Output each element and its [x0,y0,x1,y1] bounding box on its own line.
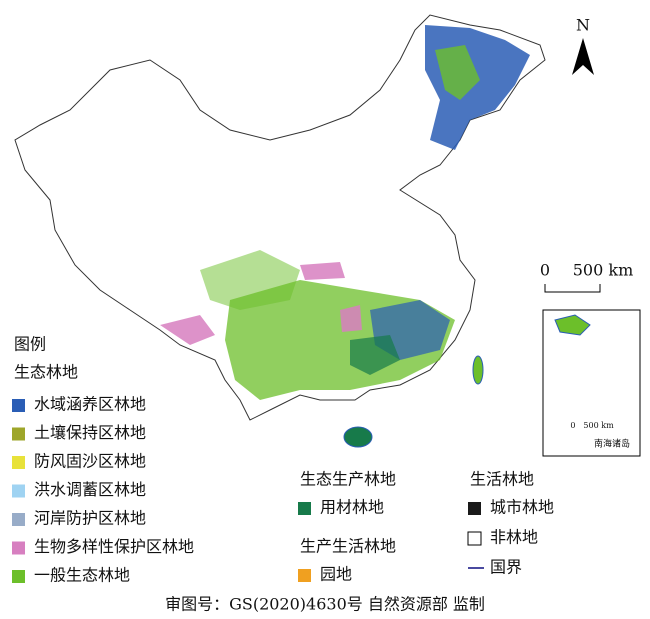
inset-frame [542,309,641,457]
inset-scale: 0 500 km [570,421,614,430]
legend-swatch [12,484,25,498]
legend-label: 防风固沙区林地 [34,452,146,471]
footer: 审图号：GS(2020)4630号 自然资源部 监制 [165,595,485,614]
legend-label: 河岸防护区林地 [34,509,146,528]
china-map: N 0 500 km [14,14,634,448]
forest-biodiversity [300,262,345,280]
forest-biodiversity [160,315,215,345]
legend-swatch [298,569,311,582]
legend-swatch [12,399,25,412]
legend-label: 土壤保持区林地 [34,423,146,442]
legend-group-title: 生态生产林地 [300,470,396,489]
legend-label: 园地 [320,565,352,584]
scale-start: 0 [540,261,550,280]
legend-label: 用材林地 [320,498,384,517]
legend-label: 生物多样性保护区林地 [34,537,194,556]
legend: 图例 生态林地水域涵养区林地土壤保持区林地防风固沙区林地洪水调蓄区林地河岸防护区… [12,335,554,585]
legend-label: 一般生态林地 [34,566,130,585]
forest-west [200,250,300,310]
north-arrow [572,38,594,75]
scale-end: 500 km [573,261,634,280]
legend-swatch [12,513,25,526]
legend-swatch [12,570,25,583]
legend-swatch [12,541,25,555]
legend-label: 水域涵养区林地 [34,395,146,414]
inset-label: 南海诸岛 [594,438,630,450]
legend-swatch [12,427,25,441]
scale-bar [544,284,601,293]
legend-swatch [298,502,311,515]
forest-biodiversity [340,305,362,332]
legend-label: 洪水调蓄区林地 [34,480,146,499]
inset-scale-end: 500 km [583,421,614,430]
inset-scale-start: 0 [570,421,575,430]
legend-group-title: 生产生活林地 [300,537,396,556]
legend-swatch [12,456,25,469]
legend-title: 图例 [14,335,46,354]
north-label: N [576,16,590,35]
legend-swatch [468,502,481,515]
forest-timber [350,335,400,375]
hainan [343,426,373,448]
legend-group-title: 生态林地 [14,363,78,382]
legend-swatch [467,531,482,546]
inset-land [554,314,591,336]
legend-label: 国界 [490,558,522,577]
legend-label: 城市林地 [490,498,554,517]
legend-label: 非林地 [490,528,538,547]
inset: 0 500 km 南海诸岛 [542,309,641,457]
taiwan [472,355,484,385]
forest-ne-green [435,45,480,100]
legend-group-title: 生活林地 [470,470,534,489]
